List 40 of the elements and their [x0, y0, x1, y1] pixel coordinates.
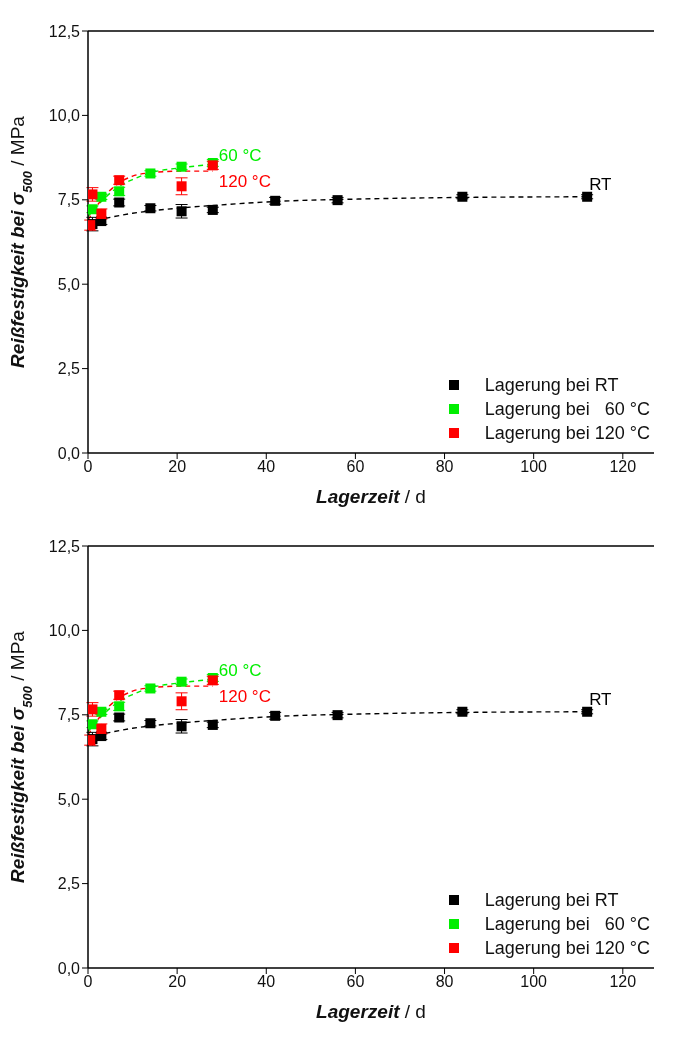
x-tick-label: 80 [435, 458, 454, 476]
y-tick-label: 2,5 [57, 360, 81, 378]
x-tick-label: 0 [83, 458, 93, 476]
y-tick-label: 12,5 [48, 22, 81, 40]
series-label: 120 °C [218, 686, 271, 706]
legend-label: Lagerung bei 120 °C [484, 422, 650, 445]
y-tick-label: 10,0 [48, 622, 81, 640]
legend-label: Lagerung bei RT [484, 374, 619, 397]
y-tick-label: 7,5 [57, 191, 81, 209]
x-tick-label: 40 [257, 458, 276, 476]
x-tick-label: 120 [609, 458, 637, 476]
x-tick-label: 0 [83, 973, 93, 991]
y-tick-label: 12,5 [48, 537, 81, 555]
legend-label: Lagerung bei RT [484, 889, 619, 912]
x-tick-label: 100 [520, 458, 548, 476]
y-tick-label: 2,5 [57, 875, 81, 893]
x-axis-title: Lagerzeit / d [316, 486, 426, 507]
series-label: 120 °C [218, 171, 271, 191]
y-tick-label: 0,0 [57, 444, 81, 462]
series-label: 60 °C [218, 145, 262, 165]
y-tick-label: 5,0 [57, 275, 81, 293]
y-tick-label: 0,0 [57, 959, 81, 977]
series-label: RT [589, 175, 612, 195]
x-tick-label: 120 [609, 973, 637, 991]
series-label: 60 °C [218, 660, 262, 680]
series-label: RT [589, 690, 612, 710]
y-tick-label: 10,0 [48, 107, 81, 125]
x-tick-label: 60 [346, 458, 365, 476]
y-tick-label: 5,0 [57, 790, 81, 808]
y-tick-label: 7,5 [57, 706, 81, 724]
x-tick-label: 60 [346, 973, 365, 991]
x-tick-label: 20 [168, 458, 187, 476]
x-tick-label: 80 [435, 973, 454, 991]
x-tick-label: 40 [257, 973, 276, 991]
legend-label: Lagerung bei 60 °C [484, 913, 650, 936]
x-tick-label: 20 [168, 973, 187, 991]
legend-label: Lagerung bei 60 °C [484, 398, 650, 421]
x-tick-label: 100 [520, 973, 548, 991]
x-axis-title: Lagerzeit / d [316, 1001, 426, 1022]
legend-label: Lagerung bei 120 °C [484, 937, 650, 960]
